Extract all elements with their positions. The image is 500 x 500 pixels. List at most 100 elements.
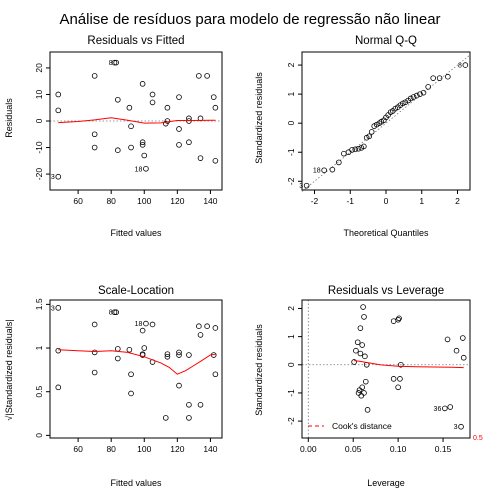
data-point <box>204 323 210 330</box>
data-point <box>149 99 156 106</box>
data-point <box>113 309 119 316</box>
point-label: 18 <box>313 168 321 175</box>
data-point <box>410 94 417 100</box>
data-point <box>357 350 364 357</box>
panel-title: Scale-Location <box>98 285 174 297</box>
data-point <box>352 146 359 153</box>
panel-normal-qq: Normal Q-Q Theoretical Quantiles Standar… <box>254 35 471 238</box>
x-tick-label: 120 <box>170 444 184 454</box>
x-tick-label: 0.15 <box>435 444 452 454</box>
data-point <box>164 353 171 360</box>
data-point <box>186 415 192 421</box>
x-tick-label: 100 <box>137 196 151 206</box>
plot-area: 36 3 0.00 0.05 0.10 0.15 -2 -1 0 1 2 Cook's distanc… <box>286 299 483 454</box>
data-point <box>390 376 397 382</box>
data-point <box>303 182 310 189</box>
data-point <box>55 347 62 354</box>
data-point <box>55 173 62 180</box>
point-label: 18 <box>135 321 143 328</box>
smoother-line <box>58 117 216 124</box>
y-tick-label: 10 <box>34 89 44 99</box>
data-point <box>397 376 403 382</box>
data-point <box>366 133 373 140</box>
point-label: 18 <box>135 166 143 173</box>
main-title: Análise de resíduos para modelo de regre… <box>59 11 440 28</box>
data-point <box>453 347 460 354</box>
data-point <box>176 94 182 100</box>
data-point <box>111 59 118 66</box>
data-point <box>402 99 409 106</box>
x-tick-label: 80 <box>106 444 116 454</box>
data-point <box>128 390 134 397</box>
x-tick-label: 100 <box>137 444 151 454</box>
data-point <box>176 382 182 389</box>
data-point <box>359 342 365 348</box>
x-tick-label: 60 <box>73 444 83 454</box>
data-point <box>360 304 366 310</box>
data-point <box>186 139 192 146</box>
data-point <box>176 352 182 358</box>
data-point <box>447 404 454 410</box>
data-point <box>164 351 171 357</box>
panel-title: Residuals vs Fitted <box>87 35 184 47</box>
data-point <box>143 165 149 172</box>
data-point <box>204 73 210 79</box>
x-axis-label: Leverage <box>367 478 405 488</box>
data-point <box>354 339 361 346</box>
y-tick-label: -2 <box>286 177 296 185</box>
data-point <box>355 390 362 396</box>
point-label: 8 <box>109 60 113 67</box>
point-label: 36 <box>434 406 442 413</box>
qq-reference-line <box>301 54 471 192</box>
x-tick-label: 0.05 <box>345 444 362 454</box>
data-point <box>458 423 464 430</box>
plot-area: 3 18 8 -2 -1 0 1 2 -2 -1 0 1 2 <box>286 51 471 206</box>
data-point <box>128 371 134 378</box>
y-tick-label: 0 <box>34 433 44 438</box>
data-point <box>143 320 149 327</box>
data-point <box>115 346 121 352</box>
x-tick-label: 0.10 <box>390 444 407 454</box>
data-point <box>398 361 404 368</box>
data-point <box>55 107 62 114</box>
data-point <box>357 325 364 331</box>
data-point <box>413 92 420 99</box>
data-point <box>341 150 347 157</box>
y-tick-label: 1.5 <box>34 298 44 310</box>
data-point <box>196 73 202 79</box>
data-point <box>362 378 369 385</box>
data-point <box>162 415 169 421</box>
data-point <box>212 371 219 378</box>
data-point <box>128 123 134 130</box>
data-point <box>425 84 431 90</box>
data-point <box>176 126 182 132</box>
data-point <box>91 321 98 328</box>
data-point <box>139 327 146 334</box>
y-tick-label: -20 <box>34 168 44 181</box>
data-point <box>362 353 368 360</box>
data-point <box>91 73 98 79</box>
data-point <box>361 314 367 320</box>
y-axis-label: Standardized residuals <box>254 324 264 416</box>
y-tick-label: 2 <box>286 62 296 67</box>
data-point <box>444 336 451 343</box>
data-point <box>460 335 466 341</box>
data-point <box>196 323 202 330</box>
panel-title: Normal Q-Q <box>355 35 417 47</box>
x-tick-label: 80 <box>106 196 116 206</box>
data-point <box>115 147 121 153</box>
x-axis-label: Theoretical Quantiles <box>343 228 429 238</box>
y-tick-label: 20 <box>34 63 44 73</box>
data-point <box>353 347 359 354</box>
y-tick-label: -2 <box>286 417 296 425</box>
panel-scale-location: Scale-Location Fitted values √|Standardi… <box>4 285 223 488</box>
data-point <box>430 75 436 81</box>
data-point <box>321 167 327 174</box>
data-point <box>139 81 146 87</box>
x-axis-label: Fitted values <box>110 478 162 488</box>
x-tick-label: 0 <box>384 196 389 206</box>
point-label: 8 <box>458 63 462 70</box>
point-label: 3 <box>51 305 55 312</box>
x-tick-label: 120 <box>170 196 184 206</box>
